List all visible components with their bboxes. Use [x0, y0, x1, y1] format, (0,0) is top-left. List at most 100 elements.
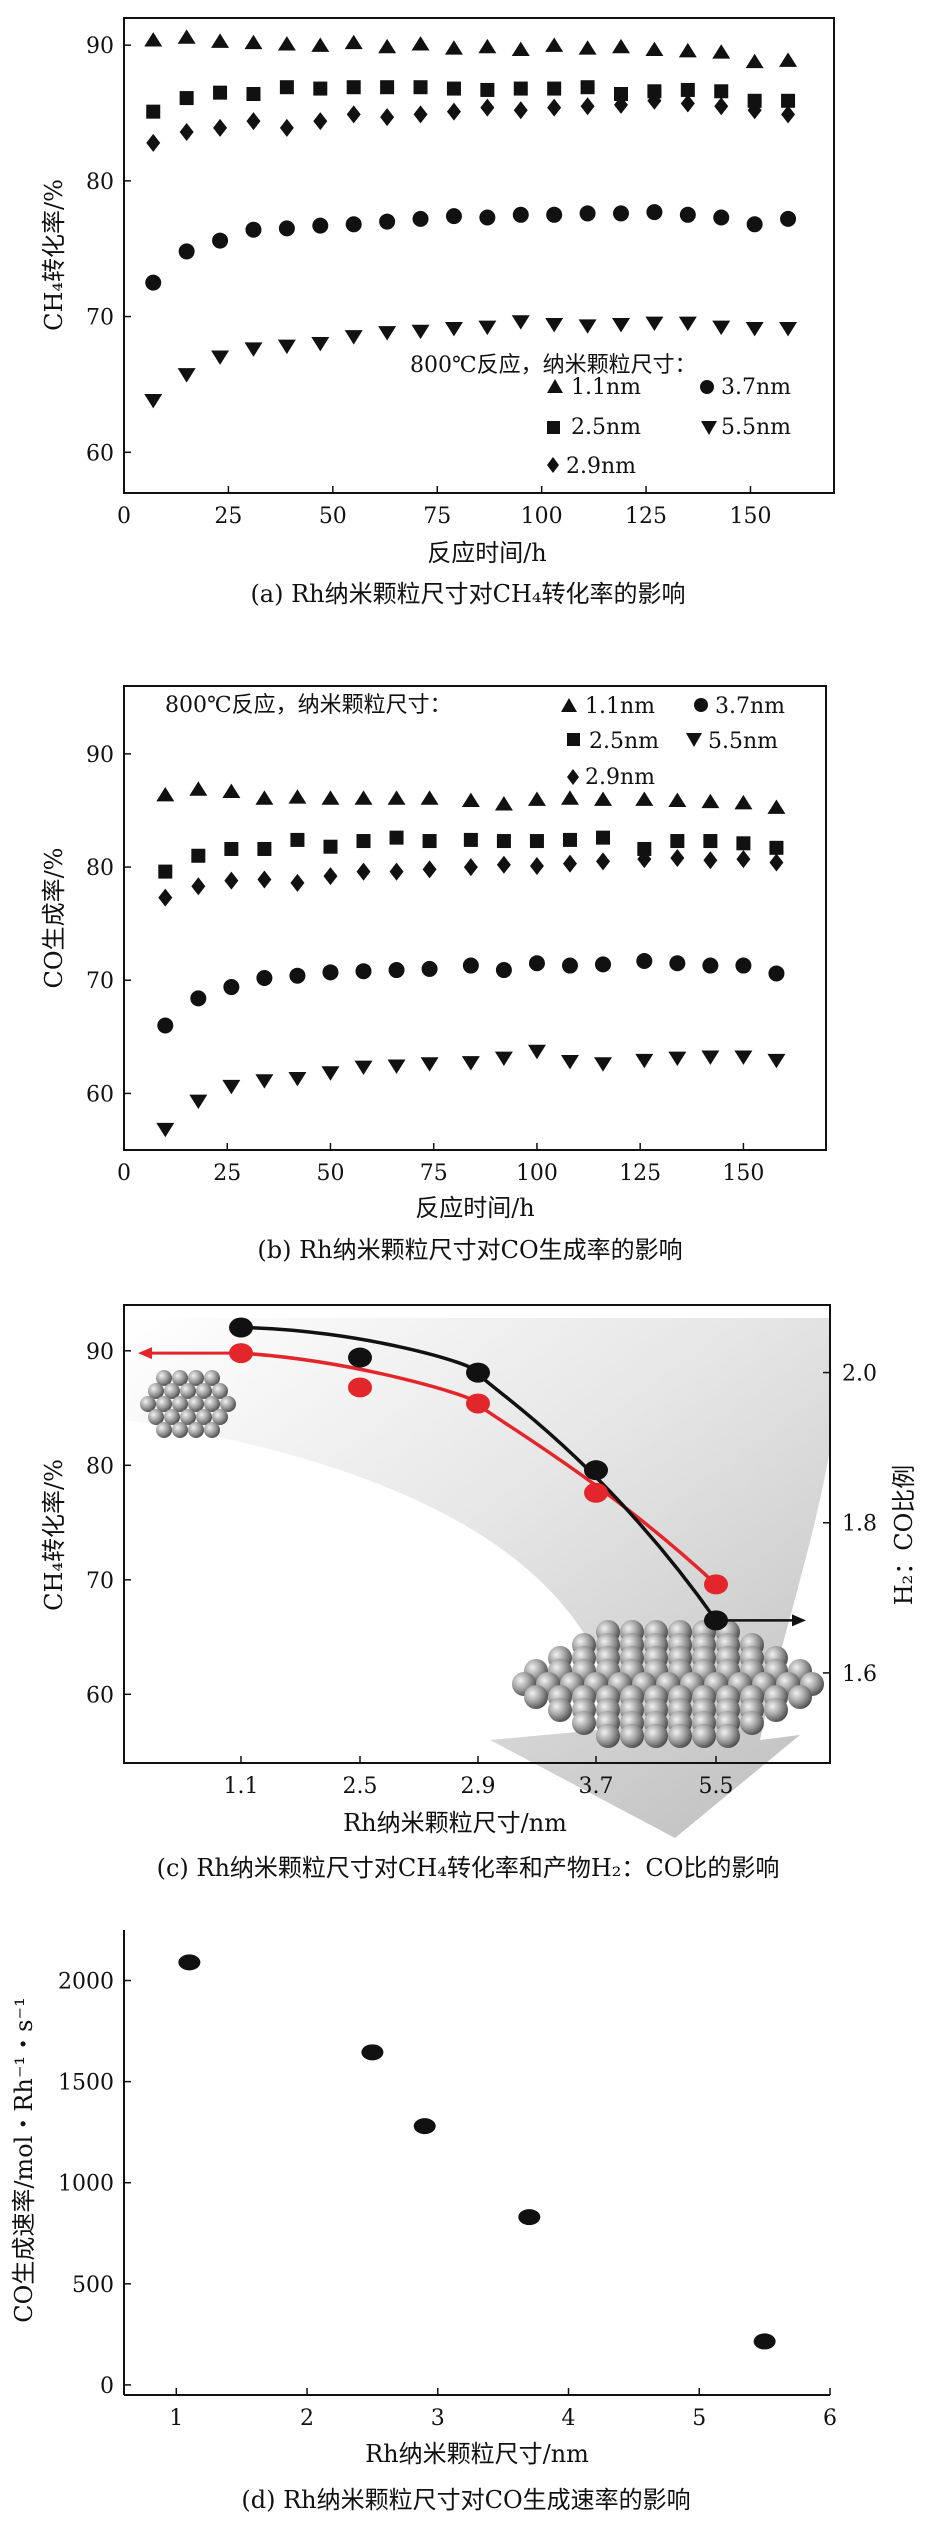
atom [692, 1724, 716, 1748]
x-tick-100: 100 [521, 504, 563, 529]
point-2.5nm [596, 830, 611, 845]
point-3.7nm [495, 962, 512, 979]
point-1.1nm [461, 792, 480, 808]
panel-c-caption: (c) Rh纳米颗粒尺寸对CH₄转化率和产物H₂：CO比的影响 [157, 1854, 780, 1882]
x-tick-2.5: 2.5 [343, 1774, 378, 1799]
legend-marker-5.5nm [701, 421, 717, 435]
point-3.7nm [646, 204, 663, 221]
x-tick-75: 75 [420, 1161, 448, 1186]
point-3.7nm [595, 956, 612, 973]
point-2.5nm [647, 84, 662, 99]
point-3.7nm [345, 216, 362, 233]
point-2.9nm [224, 871, 239, 890]
ch4-point-2.5 [348, 1377, 372, 1398]
x-tick-5.5: 5.5 [699, 1774, 734, 1799]
rate-point-2.5 [361, 2044, 384, 2061]
point-1.1nm [545, 37, 564, 52]
point-3.7nm [713, 209, 730, 226]
x-tick-25: 25 [214, 504, 242, 529]
panel-b-chart: 0 25 50 75 100 125 150 60 70 80 90 800℃反应，纳米颗粒尺寸： … [40, 685, 827, 1264]
point-3.7nm [479, 209, 496, 226]
point-1.1nm [745, 53, 764, 69]
point-3.7nm [190, 990, 207, 1007]
point-5.5nm [461, 1056, 480, 1071]
panel-c-plot [138, 1317, 806, 1631]
ratio-point-1.1 [229, 1317, 253, 1338]
point-3.7nm [157, 1017, 174, 1034]
point-2.9nm [179, 123, 194, 141]
point-2.9nm [313, 112, 328, 131]
x-tick-150: 150 [722, 1161, 764, 1186]
point-1.1nm [527, 791, 546, 806]
y-tick-1000: 1000 [58, 2172, 114, 2197]
legend-marker-3.7nm [700, 380, 714, 394]
x-tick-0: 0 [117, 504, 131, 529]
legend-label-5.5nm: 5.5nm [708, 729, 778, 754]
point-5.5nm [478, 320, 497, 336]
point-5.5nm [745, 322, 764, 337]
point-3.7nm [679, 206, 696, 223]
point-2.9nm [596, 852, 611, 871]
point-2.5nm [422, 834, 437, 849]
point-1.1nm [560, 790, 579, 805]
point-2.9nm [496, 855, 511, 874]
point-2.9nm [680, 94, 695, 113]
point-5.5nm [378, 326, 397, 341]
x-tick-2: 2 [300, 2406, 314, 2431]
point-1.1nm [277, 36, 296, 51]
atom [220, 1396, 236, 1412]
ch4-point-2.9 [466, 1393, 490, 1414]
y-tick-80: 80 [86, 170, 114, 195]
point-3.7nm [256, 969, 273, 986]
x-tick-3.7: 3.7 [579, 1774, 614, 1799]
panel-b-xlabel: 反应时间/h [415, 1194, 535, 1222]
ratio-point-2.5 [348, 1347, 372, 1368]
legend-marker-3.7nm [694, 698, 708, 712]
point-2.9nm [446, 102, 461, 121]
legend-marker-2.5nm [547, 421, 560, 434]
point-2.5nm [496, 834, 511, 849]
point-2.9nm [769, 853, 784, 872]
point-1.1nm [144, 32, 163, 47]
legend-marker-2.9nm [547, 457, 559, 473]
point-2.9nm [356, 862, 371, 881]
y-tick-70: 70 [86, 969, 114, 994]
rate-point-1.1 [178, 1954, 201, 1971]
atom [140, 1396, 156, 1412]
atom [164, 1409, 180, 1425]
point-2.9nm [529, 856, 544, 875]
panel-a-xlabel: 反应时间/h [427, 539, 547, 567]
y-tick-60: 60 [86, 441, 114, 466]
point-2.9nm [736, 850, 751, 869]
point-3.7nm [445, 208, 462, 225]
y2-tick-2.0: 2.0 [842, 1362, 877, 1387]
point-5.5nm [560, 1054, 579, 1070]
atom [164, 1383, 180, 1399]
point-5.5nm [701, 1050, 720, 1065]
atom [212, 1409, 228, 1425]
atom [524, 1685, 548, 1709]
legend-marker-1.1nm [561, 698, 577, 712]
point-1.1nm [612, 38, 630, 54]
point-2.9nm [747, 101, 762, 120]
point-3.7nm [746, 216, 763, 233]
point-2.9nm [290, 873, 305, 892]
x-tick-2.9: 2.9 [461, 1774, 496, 1799]
legend-label-3.7nm: 3.7nm [715, 694, 785, 719]
point-2.9nm [614, 95, 628, 114]
point-2.9nm [480, 98, 495, 117]
atom [204, 1422, 220, 1438]
panel-d-chart: 1 2 3 4 5 6 0 500 1000 1500 2000 Rh纳米颗粒尺寸/nm CO生成速… [10, 1930, 837, 2514]
x-tick-3: 3 [431, 2406, 445, 2431]
point-5.5nm [527, 1044, 546, 1060]
point-5.5nm [311, 336, 330, 352]
point-3.7nm [312, 217, 329, 234]
point-1.1nm [411, 36, 430, 51]
legend-label-5.5nm: 5.5nm [721, 415, 791, 440]
atom [548, 1698, 572, 1722]
point-2.5nm [346, 80, 361, 95]
point-3.7nm [245, 221, 262, 238]
point-5.5nm [678, 316, 697, 332]
point-2.5nm [224, 841, 239, 856]
